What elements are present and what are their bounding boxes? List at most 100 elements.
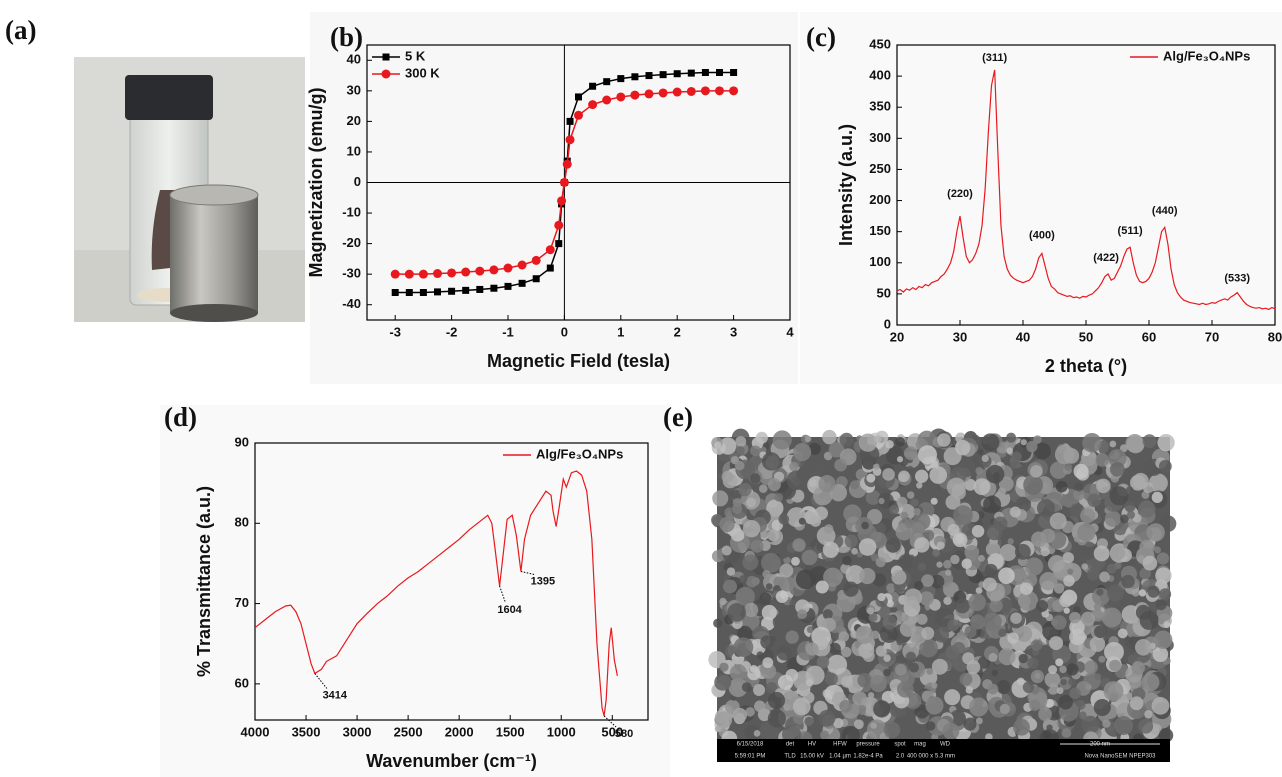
sem-grain bbox=[1022, 681, 1035, 694]
sem-grain bbox=[822, 429, 837, 445]
marker bbox=[390, 269, 400, 279]
sem-grain bbox=[1044, 671, 1061, 688]
sem-grain bbox=[912, 553, 932, 574]
sem-grain bbox=[864, 642, 872, 650]
sem-grain bbox=[850, 480, 860, 490]
sem-grain bbox=[1029, 699, 1041, 711]
x-tick-label: 3 bbox=[730, 324, 737, 339]
sem-grain bbox=[970, 614, 986, 630]
sem-grain bbox=[855, 625, 874, 644]
x-tick-label: 60 bbox=[1142, 329, 1156, 344]
sem-grain bbox=[798, 517, 806, 525]
marker bbox=[546, 264, 554, 272]
x-tick-label: 1 bbox=[617, 324, 624, 339]
marker bbox=[589, 82, 597, 90]
sem-grain bbox=[882, 468, 895, 481]
marker bbox=[715, 86, 724, 96]
sem-grain bbox=[826, 547, 837, 558]
sem-grain bbox=[735, 586, 755, 607]
sem-grain bbox=[779, 563, 794, 578]
sem-grain bbox=[894, 436, 905, 447]
x-tick-label: 0 bbox=[561, 324, 568, 339]
sem-grain bbox=[804, 716, 814, 727]
sem-grain bbox=[975, 717, 983, 725]
sem-grain bbox=[808, 442, 821, 455]
sem-grain bbox=[878, 497, 885, 505]
sem-grain bbox=[870, 553, 879, 562]
sem-grain bbox=[1142, 434, 1157, 449]
sem-info: TLD bbox=[784, 754, 796, 760]
sem-grain bbox=[1068, 678, 1077, 687]
y-tick-label: 0 bbox=[354, 174, 361, 189]
sem-grain bbox=[1030, 639, 1043, 651]
sem-grain bbox=[977, 448, 984, 455]
sem-grain bbox=[885, 440, 894, 449]
sem-info: HFW bbox=[833, 742, 847, 748]
sem-grain bbox=[841, 675, 853, 688]
x-tick-label: -2 bbox=[446, 324, 458, 339]
sem-grain bbox=[1096, 588, 1104, 596]
annotation-leader bbox=[314, 673, 328, 689]
sem-grain bbox=[714, 673, 732, 691]
sem-info: 1.04 µm bbox=[829, 754, 851, 760]
sem-grain bbox=[1006, 447, 1014, 454]
sem-grain bbox=[1042, 730, 1052, 740]
sem-grain bbox=[952, 532, 968, 548]
sem-grain bbox=[1158, 618, 1165, 625]
y-axis-label: Magnetization (emu/g) bbox=[306, 88, 326, 278]
sem-grain bbox=[1094, 673, 1102, 680]
sem-info: HV bbox=[808, 742, 816, 748]
sem-grain bbox=[1060, 679, 1067, 686]
x-tick-label: 50 bbox=[1079, 329, 1093, 344]
x-tick-label: 80 bbox=[1268, 329, 1282, 344]
marker bbox=[518, 279, 526, 287]
panel-label: (e) bbox=[663, 402, 693, 432]
sem-grain bbox=[1082, 433, 1102, 453]
sem-grain bbox=[873, 700, 891, 718]
sem-grain bbox=[767, 709, 786, 728]
sem-grain bbox=[786, 470, 807, 491]
sem-grain bbox=[924, 604, 931, 611]
magnet bbox=[170, 195, 258, 313]
sem-grain bbox=[1086, 567, 1100, 581]
sem-grain bbox=[1093, 545, 1110, 562]
sem-info: mag bbox=[914, 742, 926, 748]
marker bbox=[672, 87, 682, 97]
y-tick-label: -30 bbox=[342, 266, 361, 281]
sem-grain bbox=[785, 630, 799, 644]
y-tick-label: 150 bbox=[869, 223, 891, 238]
annotation: (422) bbox=[1093, 252, 1119, 264]
x-tick-label: 500 bbox=[601, 724, 623, 739]
x-tick-label: -1 bbox=[502, 324, 514, 339]
sem-grain bbox=[1158, 728, 1174, 743]
sem-grain bbox=[801, 549, 818, 566]
y-tick-label: -40 bbox=[342, 296, 361, 311]
sem-grain bbox=[904, 588, 923, 607]
annotation: (533) bbox=[1224, 273, 1250, 285]
sem-grain bbox=[1142, 555, 1158, 571]
sem-grain bbox=[723, 579, 738, 594]
sem-grain bbox=[845, 565, 865, 585]
marker bbox=[461, 267, 471, 277]
sem-grain bbox=[823, 567, 843, 587]
sem-grain bbox=[937, 433, 951, 447]
sem-grain bbox=[1155, 599, 1167, 611]
sem-grain bbox=[1061, 728, 1072, 738]
sem-grain bbox=[1103, 681, 1124, 702]
marker bbox=[462, 286, 470, 294]
sem-grain bbox=[931, 658, 948, 675]
marker bbox=[504, 282, 512, 290]
sem-grain bbox=[852, 691, 867, 706]
annotation: 580 bbox=[615, 728, 633, 740]
sem-grain bbox=[947, 619, 960, 631]
sem-grain bbox=[929, 466, 948, 484]
sem-grain bbox=[873, 463, 880, 471]
sem-grain bbox=[1030, 669, 1045, 684]
sem-grain bbox=[894, 663, 907, 676]
sem-grain bbox=[851, 547, 858, 555]
sem-grain bbox=[1119, 444, 1128, 453]
sem-grain bbox=[1055, 658, 1064, 667]
marker bbox=[562, 159, 572, 169]
sem-grain bbox=[1051, 615, 1067, 630]
sem-grain bbox=[835, 572, 844, 581]
